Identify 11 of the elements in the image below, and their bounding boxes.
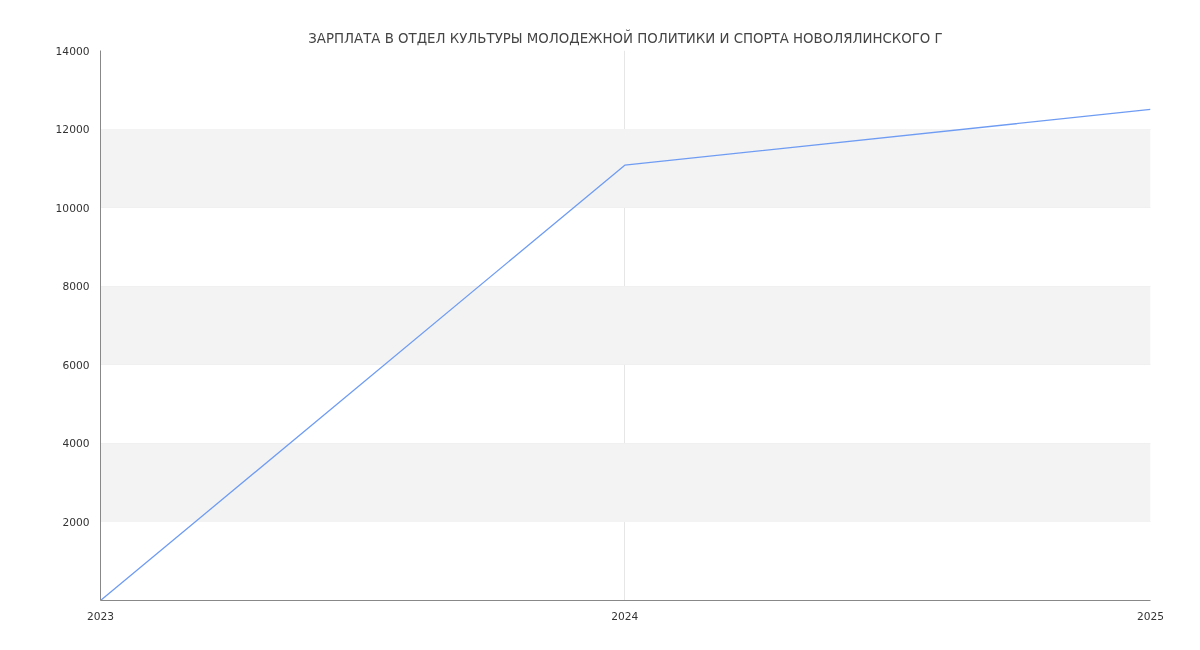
y-tick-label: 6000	[62, 358, 90, 372]
y-tick-label: 8000	[62, 280, 90, 294]
y-tick-label: 2000	[62, 515, 90, 529]
y-tick-label: 14000	[55, 44, 90, 58]
y-tick-label: 12000	[55, 123, 90, 137]
y-tick-label: 10000	[55, 201, 90, 215]
y-tick-label: 4000	[62, 437, 90, 451]
chart-title: ЗАРПЛАТА В ОТДЕЛ КУЛЬТУРЫ МОЛОДЕЖНОЙ ПОЛИТИКИ И СПОРТА НОВОЛЯЛИНСКОГО Г	[308, 28, 943, 46]
x-tick-label: 2025	[1136, 609, 1165, 623]
x-tick-label: 2024	[611, 609, 639, 623]
x-tick-label: 2023	[86, 609, 115, 623]
